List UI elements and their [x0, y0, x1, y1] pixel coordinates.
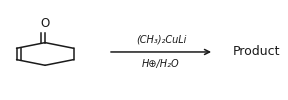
Text: (CH₃)₂CuLi: (CH₃)₂CuLi: [136, 34, 186, 44]
Text: Product: Product: [233, 46, 281, 58]
Text: H⊕/H₂O: H⊕/H₂O: [142, 59, 180, 69]
Text: O: O: [40, 18, 50, 30]
